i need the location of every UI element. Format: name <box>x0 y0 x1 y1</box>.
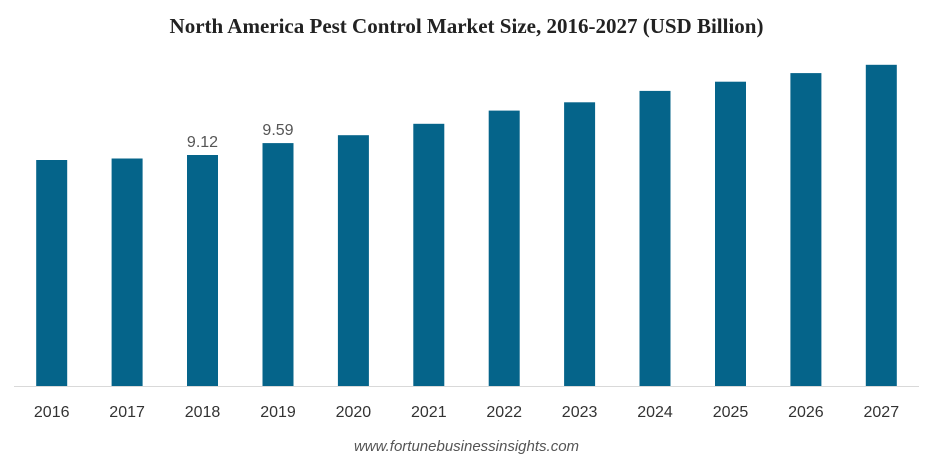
bar-2020 <box>337 135 369 386</box>
x-tick-label-2021: 2021 <box>411 404 447 421</box>
x-tick-label-2018: 2018 <box>185 404 221 421</box>
data-label-2018: 9.12 <box>187 134 218 151</box>
data-label-2019: 9.59 <box>262 122 293 139</box>
bar-2019 <box>262 143 294 386</box>
x-tick-label-2024: 2024 <box>637 404 673 421</box>
x-tick-label-2016: 2016 <box>34 404 70 421</box>
x-tick-label-2022: 2022 <box>486 404 522 421</box>
source-caption: www.fortunebusinessinsights.com <box>353 438 580 455</box>
x-tick-label-2020: 2020 <box>336 404 372 421</box>
chart-title: North America Pest Control Market Size, … <box>169 14 764 38</box>
bar-2017 <box>111 158 143 386</box>
bar-2027 <box>865 64 897 387</box>
x-tick-label-2027: 2027 <box>864 404 900 421</box>
x-tick-label-2025: 2025 <box>713 404 749 421</box>
bar-2026 <box>790 73 822 386</box>
x-tick-label-2019: 2019 <box>260 404 296 421</box>
bar-2021 <box>413 123 445 387</box>
x-tick-label-2026: 2026 <box>788 404 824 421</box>
bar-2018 <box>187 155 218 386</box>
x-tick-label-2017: 2017 <box>109 404 145 421</box>
bar-2016 <box>36 160 68 386</box>
bar-2023 <box>564 102 596 387</box>
bar-2025 <box>715 81 746 386</box>
x-tick-label-2023: 2023 <box>562 404 598 421</box>
bar-2022 <box>488 110 520 386</box>
bar-2024 <box>639 90 671 387</box>
